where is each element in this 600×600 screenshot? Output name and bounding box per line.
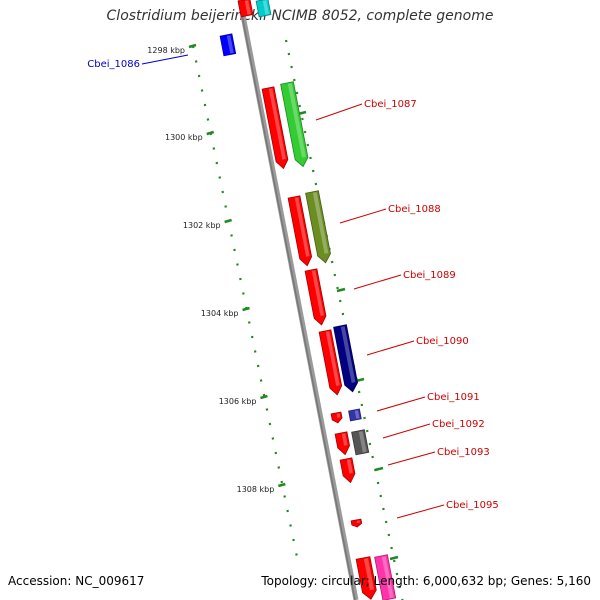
gene-label-leader <box>396 504 445 519</box>
gene-cbei_1091 <box>348 408 362 422</box>
bottom-partial-gene <box>374 554 397 600</box>
gene-cbei_1090 <box>333 324 358 393</box>
gene-cbei_1087-body <box>280 81 309 168</box>
position-ruler: 1298 kbp 1300 kbp 1302 kbp 1304 kbp 1306 kbp… <box>147 43 298 556</box>
gene-cbei_1087-highlight <box>287 83 306 158</box>
bottom-partial-gene-body <box>374 554 397 600</box>
map-title: Clostridium beijerinckii NCIMB 8052, com… <box>106 8 494 24</box>
strand-gene-5 <box>330 411 343 424</box>
top-partial-gene-body <box>255 0 272 18</box>
strand-gene-8-body <box>350 518 363 528</box>
strand-gene-7 <box>339 457 356 484</box>
gene-cbei_1092-highlight <box>358 431 367 453</box>
strand-gene-1 <box>261 86 289 170</box>
strand-gene-6 <box>334 431 350 456</box>
gene-cbei_1088-highlight <box>312 192 329 254</box>
gene-cbei_1090-highlight <box>340 326 356 383</box>
bottom-partial-gene-highlight <box>381 556 394 599</box>
accession-text: Accession: NC_009617 <box>8 574 145 588</box>
gene-label-leader <box>141 54 189 65</box>
gene-label-leader <box>366 340 415 356</box>
strand-gene-9 <box>355 556 377 600</box>
ruler-tick-label: 1308 kbp <box>237 485 275 494</box>
gene-cbei_1088-body <box>305 190 331 264</box>
strand-gene-8-highlight <box>356 520 361 524</box>
strand-gene-7-body <box>339 457 356 484</box>
gene-labels: Cbei_1086 Cbei_1087 Cbei_1088 Cbei_1089 Cbei… <box>87 54 499 519</box>
ruler-major-tick <box>260 394 268 400</box>
strand-gene-1-highlight <box>268 88 286 160</box>
ruler-major-tick <box>224 218 232 224</box>
gene-cbei_1086-body <box>219 33 237 57</box>
backbone-edge <box>238 0 356 600</box>
gene-label-cbei_1092[interactable]: Cbei_1092 <box>432 419 485 430</box>
gene-label-leader <box>339 208 387 224</box>
gene-cbei_1088 <box>305 190 331 264</box>
gene-label-leader <box>315 103 363 121</box>
gene-cbei_1092-body <box>351 429 370 456</box>
strand-gene-5-body <box>330 411 343 424</box>
gene-cbei_1090-body <box>333 324 358 393</box>
gene-features <box>219 0 397 600</box>
strand-gene-2-body <box>287 195 313 267</box>
ruler-tick-label: 1298 kbp <box>147 46 185 55</box>
ruler-tick-label: 1304 kbp <box>201 309 239 318</box>
gene-label-leader <box>353 274 402 290</box>
strand-gene-9-body <box>355 556 377 600</box>
gene-label-cbei_1087[interactable]: Cbei_1087 <box>364 99 417 110</box>
top-partial-gene-highlight <box>262 0 269 15</box>
ruler-tick-label: 1302 kbp <box>183 221 221 230</box>
gene-label-leader <box>382 423 431 439</box>
gene-label-cbei_1086[interactable]: Cbei_1086 <box>87 59 140 70</box>
gene-label-cbei_1095[interactable]: Cbei_1095 <box>446 500 499 511</box>
strand-gene-6-highlight <box>341 433 348 446</box>
gene-cbei_1086 <box>219 33 237 57</box>
gene-label-cbei_1089[interactable]: Cbei_1089 <box>403 270 456 281</box>
strand-gene-3-highlight <box>311 270 325 317</box>
strand-gene-1-body <box>261 86 289 170</box>
strand-gene-4-highlight <box>325 331 340 386</box>
gene-cbei_1086-highlight <box>226 35 234 54</box>
gene-label-cbei_1090[interactable]: Cbei_1090 <box>416 336 469 347</box>
gene-cbei_1091-body <box>348 408 362 422</box>
gene-label-leader <box>376 396 426 412</box>
outer-track-dash <box>336 287 346 293</box>
gene-cbei_1091-highlight <box>354 410 360 419</box>
outer-track-dash <box>389 555 399 561</box>
backbone-line <box>237 0 359 600</box>
strand-gene-7-highlight <box>346 459 353 474</box>
strand-gene-9-highlight <box>363 558 375 591</box>
gene-label-cbei_1088[interactable]: Cbei_1088 <box>388 204 441 215</box>
gene-label-cbei_1091[interactable]: Cbei_1091 <box>427 392 480 403</box>
strand-gene-8 <box>350 518 363 528</box>
gene-cbei_1087 <box>280 81 309 168</box>
outer-track-dash <box>374 466 384 472</box>
strand-gene-4-body <box>318 329 343 396</box>
ruler-tick-label: 1306 kbp <box>219 397 257 406</box>
ruler-tick-label: 1300 kbp <box>165 133 203 142</box>
strand-gene-6-body <box>334 431 350 456</box>
strand-gene-2 <box>287 195 313 267</box>
gene-cbei_1092 <box>351 429 370 456</box>
genome-backbone <box>237 0 359 600</box>
strand-gene-4 <box>318 329 343 396</box>
strand-gene-2-highlight <box>294 197 310 257</box>
gene-label-cbei_1093[interactable]: Cbei_1093 <box>437 447 490 458</box>
strand-gene-top <box>237 0 254 18</box>
strand-gene-top-highlight <box>244 0 251 15</box>
ruler-major-tick <box>242 306 250 312</box>
strand-gene-5-highlight <box>336 413 341 418</box>
top-partial-gene <box>255 0 272 18</box>
ruler-major-tick <box>188 43 197 49</box>
ruler-major-tick <box>206 130 215 136</box>
gene-label-leader <box>387 451 436 466</box>
strand-gene-3 <box>304 268 327 326</box>
topology-summary: Topology: circular; Length: 6,000,632 bp… <box>261 574 591 588</box>
ruler-major-tick <box>277 482 286 488</box>
strand-gene-top-body <box>237 0 254 18</box>
strand-gene-3-body <box>304 268 327 326</box>
